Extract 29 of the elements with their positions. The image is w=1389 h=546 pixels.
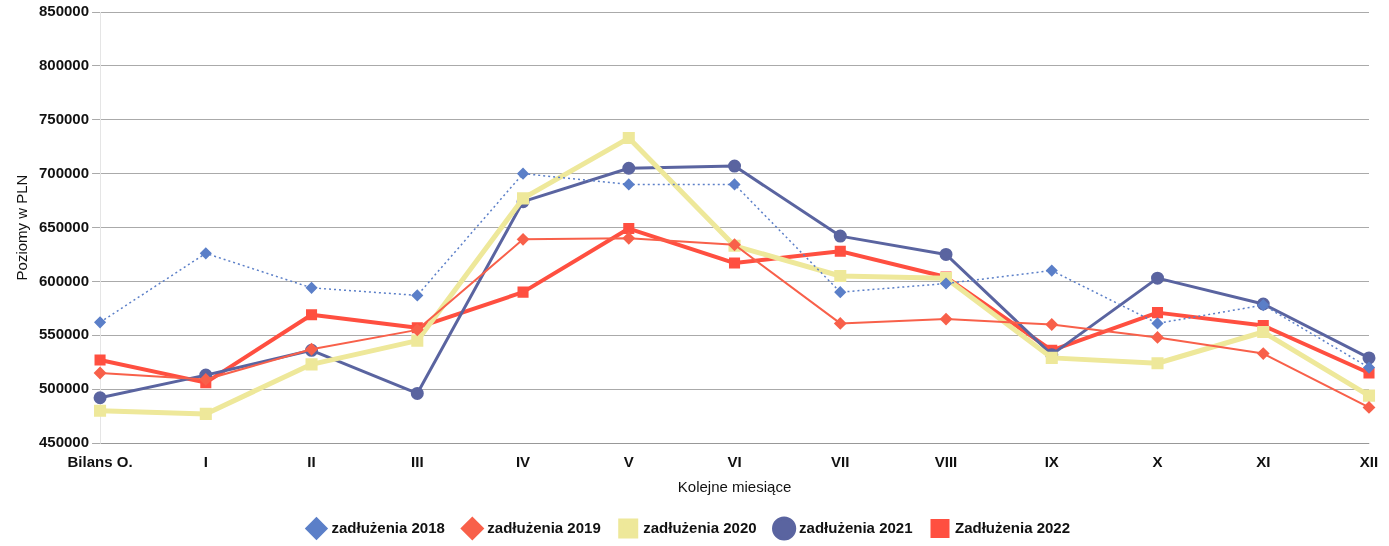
legend-label: Zadłużenia 2022	[955, 518, 1071, 536]
x-tick-label: II	[307, 453, 316, 471]
x-tick-label: XI	[1256, 453, 1271, 471]
x-tick-label: Bilans O.	[67, 453, 133, 471]
y-tick-label: 450000	[38, 433, 90, 451]
x-tick-label: V	[623, 453, 634, 471]
x-tick-label: III	[411, 453, 424, 471]
y-tick-label: 550000	[38, 325, 90, 343]
x-tick-label: VIII	[934, 453, 958, 471]
y-tick-label: 650000	[38, 217, 90, 235]
y-tick-label: 600000	[38, 271, 90, 289]
y-tick-label: 750000	[38, 109, 90, 127]
y-tick-label: 700000	[38, 163, 90, 181]
y-tick-label: 500000	[38, 379, 90, 397]
x-tick-label: XII	[1359, 453, 1379, 471]
x-tick-label: IX	[1044, 453, 1059, 471]
x-axis-title: Kolejne miesiące	[677, 478, 792, 496]
legend-label: zadłużenia 2020	[643, 518, 757, 536]
y-tick-label: 800000	[38, 56, 90, 74]
x-tick-label: IV	[515, 453, 531, 471]
y-axis-title: Poziomy w PLN	[13, 174, 31, 281]
legend-label: zadłużenia 2021	[799, 518, 913, 536]
x-tick-label: VII	[831, 453, 850, 471]
x-tick-label: I	[203, 453, 208, 471]
legend-label: zadłużenia 2019	[487, 518, 601, 536]
x-tick-label: VI	[727, 453, 742, 471]
y-tick-label: 850000	[38, 2, 90, 20]
x-tick-label: X	[1152, 453, 1163, 471]
legend-label: zadłużenia 2018	[331, 518, 445, 536]
